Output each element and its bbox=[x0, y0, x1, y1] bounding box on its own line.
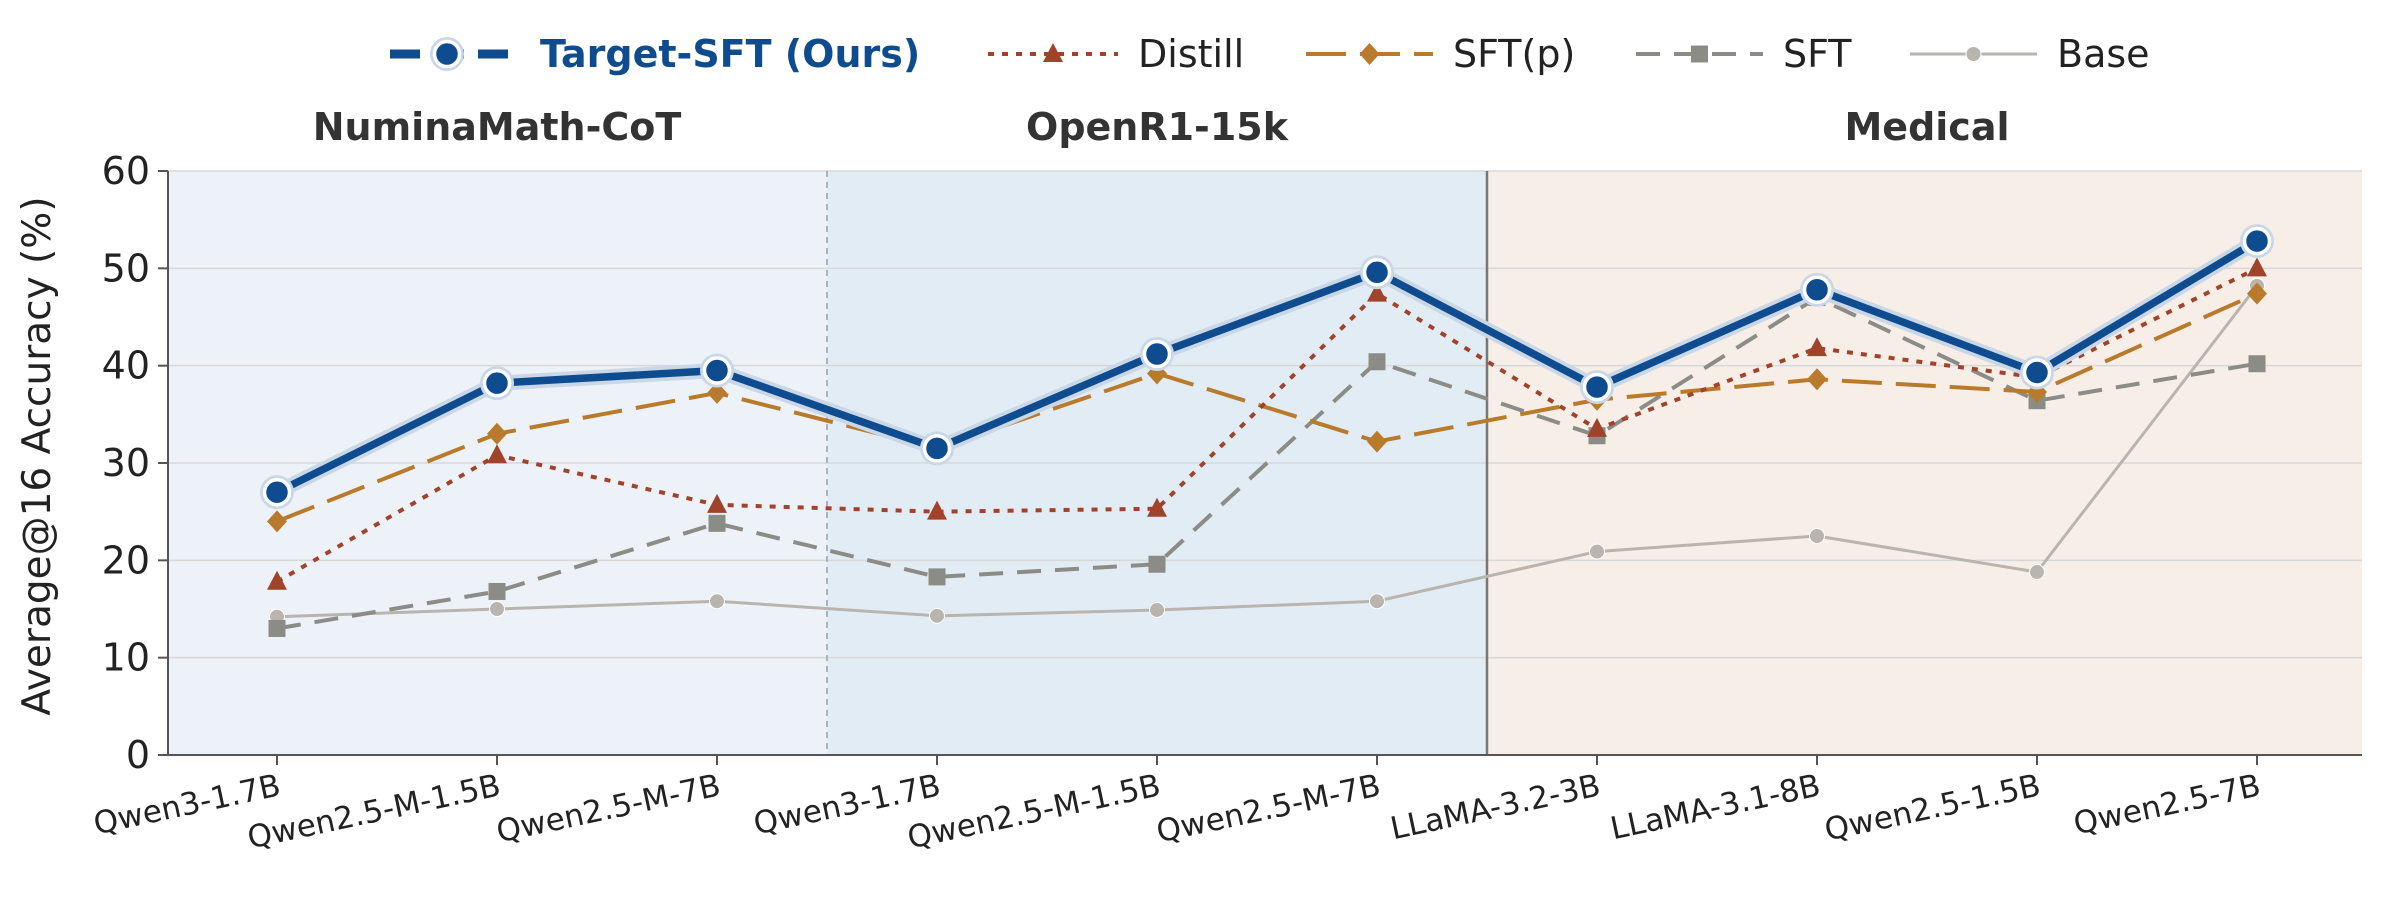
point-target-sft-ours bbox=[702, 356, 732, 385]
point-base bbox=[1809, 528, 1825, 544]
point-sft bbox=[1368, 353, 1386, 371]
y-tick-label: 30 bbox=[102, 441, 150, 485]
point-sft-p bbox=[1367, 430, 1387, 453]
group-separators bbox=[826, 171, 1489, 755]
x-tick-label: Qwen2.5-1.5B bbox=[1821, 768, 2043, 849]
point-sft bbox=[268, 619, 286, 637]
legend-sft: SFT bbox=[1636, 32, 1852, 76]
line-sft bbox=[276, 295, 2258, 631]
y-tick-label: 10 bbox=[102, 636, 150, 680]
legend-distill: Distill bbox=[988, 32, 1244, 76]
series-lines bbox=[260, 224, 2274, 637]
point-base bbox=[2029, 564, 2045, 581]
group-label: OpenR1-15k bbox=[1026, 105, 1289, 149]
point-target-sft-ours bbox=[2022, 358, 2052, 387]
legend-marker bbox=[1043, 43, 1063, 62]
legend-label: SFT(p) bbox=[1453, 32, 1575, 76]
line-target-sft-ours bbox=[275, 237, 2259, 496]
legend-marker bbox=[1359, 43, 1380, 65]
series-target-sft-ours bbox=[260, 224, 2274, 510]
legend-marker bbox=[432, 39, 462, 69]
point-base bbox=[1149, 601, 1165, 618]
y-tick-label: 0 bbox=[126, 733, 150, 777]
point-base bbox=[709, 593, 725, 610]
y-axis-label: Average@16 Accuracy (%) bbox=[15, 196, 60, 715]
point-distill bbox=[1147, 497, 1167, 517]
point-distill bbox=[487, 444, 507, 464]
legend-base: Base bbox=[1910, 32, 2150, 76]
point-target-sft-ours bbox=[1582, 372, 1612, 402]
point-distill bbox=[267, 570, 287, 590]
x-tick-label: Qwen2.5-M-1.5B bbox=[904, 768, 1163, 857]
x-tick-label: Qwen2.5-7B bbox=[2070, 768, 2263, 843]
point-sft bbox=[1148, 555, 1166, 573]
point-target-sft-ours bbox=[922, 434, 952, 463]
series-base bbox=[269, 277, 2265, 625]
point-sft-p bbox=[2247, 282, 2267, 305]
point-target-sft-ours bbox=[482, 368, 512, 398]
legend-marker bbox=[1965, 46, 1982, 62]
point-base bbox=[929, 607, 945, 624]
gridlines bbox=[168, 170, 2362, 659]
y-tick-label: 60 bbox=[102, 149, 150, 193]
point-sft bbox=[928, 568, 946, 586]
legend-label: Base bbox=[2057, 32, 2150, 76]
point-distill bbox=[1807, 337, 1827, 357]
point-base bbox=[1589, 543, 1605, 560]
x-tick-label: LLaMA-3.1-8B bbox=[1607, 768, 1823, 848]
group-labels: NuminaMath-CoT OpenR1-15k Medical bbox=[313, 105, 2010, 149]
line-base bbox=[276, 284, 2259, 619]
point-sft-p bbox=[487, 422, 507, 445]
legend-target-sft-ours: Target-SFT (Ours) bbox=[390, 32, 920, 76]
point-sft bbox=[488, 582, 506, 600]
point-target-sft-ours bbox=[1142, 339, 1172, 369]
x-tick-label: Qwen2.5-M-7B bbox=[1153, 768, 1383, 851]
point-base bbox=[489, 601, 505, 617]
line-sft-p bbox=[276, 291, 2258, 524]
line-distill bbox=[276, 266, 2258, 584]
point-sft-p bbox=[1807, 368, 1827, 391]
x-tick-label: Qwen2.5-M-1.5B bbox=[244, 768, 503, 857]
point-sft bbox=[2248, 355, 2266, 373]
group-label: Medical bbox=[1844, 105, 2009, 149]
x-tick-label: Qwen2.5-M-7B bbox=[493, 768, 723, 851]
point-target-sft-ours bbox=[262, 477, 292, 507]
y-tick-label: 40 bbox=[102, 344, 150, 388]
legend-label: SFT bbox=[1783, 32, 1852, 76]
point-sft-p bbox=[707, 381, 727, 404]
point-target-sft-ours bbox=[1802, 275, 1832, 304]
x-tick-label: LLaMA-3.2-3B bbox=[1387, 768, 1603, 848]
legend-sft-p: SFT(p) bbox=[1306, 32, 1575, 76]
point-distill bbox=[2247, 257, 2267, 277]
point-sft bbox=[708, 514, 726, 532]
point-base bbox=[1369, 593, 1385, 610]
point-distill bbox=[707, 493, 727, 513]
legend-marker bbox=[1691, 45, 1708, 63]
y-tick-label: 20 bbox=[102, 538, 150, 582]
point-target-sft-ours bbox=[2242, 226, 2272, 256]
legend: Target-SFT (Ours) Distill SFT(p) SFT Base bbox=[390, 32, 2150, 76]
point-distill bbox=[927, 500, 947, 520]
y-tick-label: 50 bbox=[102, 246, 150, 290]
legend-label: Distill bbox=[1138, 32, 1244, 76]
point-sft-p bbox=[267, 510, 287, 533]
point-distill bbox=[1587, 417, 1607, 437]
legend-label: Target-SFT (Ours) bbox=[540, 32, 920, 76]
point-distill bbox=[1367, 282, 1387, 302]
point-target-sft-ours bbox=[1362, 257, 1392, 287]
group-label: NuminaMath-CoT bbox=[313, 105, 682, 149]
